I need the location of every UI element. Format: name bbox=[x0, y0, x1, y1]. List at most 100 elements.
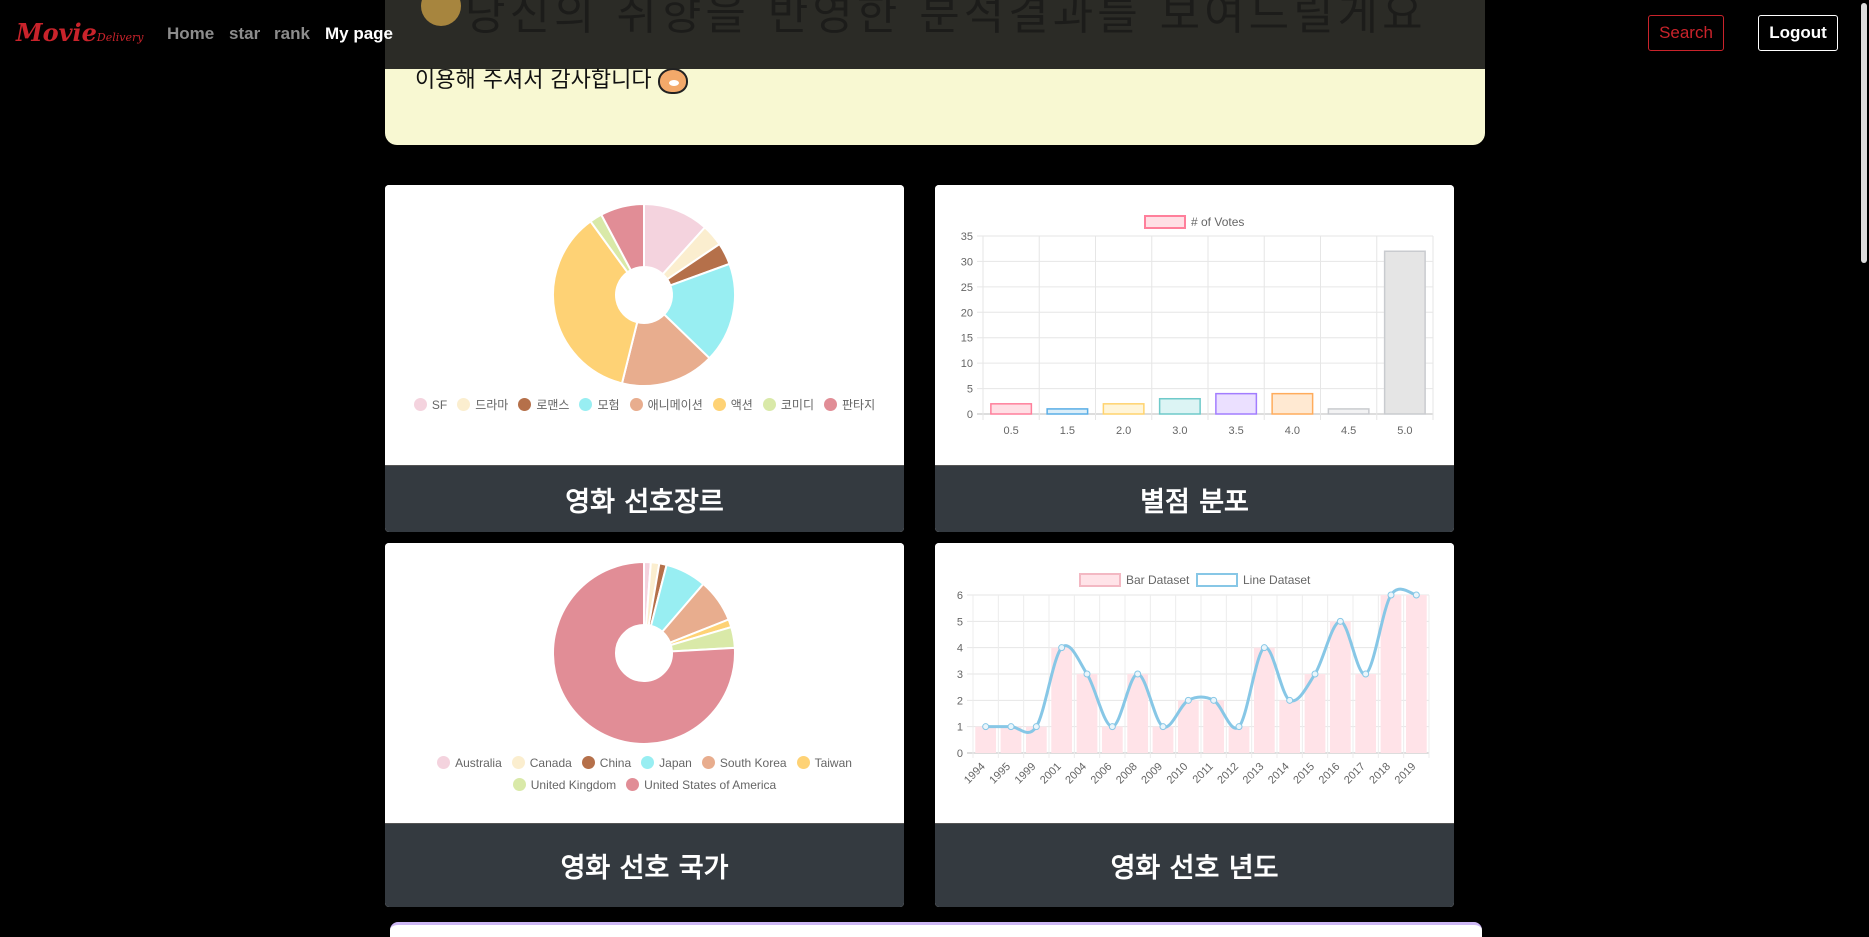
x-tick-label: 2015 bbox=[1291, 761, 1317, 787]
y-tick-label: 25 bbox=[961, 282, 973, 294]
legend-swatch bbox=[512, 778, 526, 791]
page-scrollbar[interactable] bbox=[1860, 0, 1869, 928]
country-legend-item[interactable]: Australia bbox=[437, 752, 502, 774]
year-bar bbox=[1279, 700, 1301, 753]
x-tick-label: 5.0 bbox=[1397, 425, 1412, 437]
year-line-point bbox=[1108, 723, 1116, 731]
genre-card-footer: 영화 선호장르 bbox=[385, 465, 904, 532]
rating-bar bbox=[1327, 408, 1370, 415]
x-tick-label: 1999 bbox=[1013, 761, 1039, 787]
y-tick-label: 35 bbox=[961, 231, 973, 243]
banner-header-strip bbox=[385, 0, 1485, 69]
genre-legend-item[interactable]: 코미디 bbox=[762, 394, 814, 416]
brand-sub: Delivery bbox=[96, 31, 144, 44]
genre-legend-item[interactable]: 액션 bbox=[712, 394, 753, 416]
country-legend-item[interactable]: Taiwan bbox=[796, 752, 852, 774]
legend-swatch bbox=[579, 398, 593, 411]
year-line-point bbox=[1362, 670, 1370, 678]
legend-swatch bbox=[641, 756, 655, 769]
country-legend-item[interactable]: China bbox=[581, 752, 631, 774]
genre-legend-item[interactable]: 로맨스 bbox=[518, 394, 569, 416]
x-tick-label: 0.5 bbox=[1003, 425, 1018, 437]
year-legend-bar-swatch bbox=[1079, 573, 1121, 587]
year-line-point bbox=[1412, 591, 1420, 599]
nav-link-home[interactable]: Home bbox=[167, 24, 215, 43]
year-bar bbox=[1000, 726, 1022, 753]
navbar: MovieDelivery Home star rank My page Sea… bbox=[0, 0, 1869, 70]
rating-chart-area: # of Votes 0 5 10 15 20 25 30 35 0.5 1.5 2.0 3.0 3.5 4… bbox=[935, 185, 1454, 465]
year-bar bbox=[1253, 647, 1275, 753]
year-line-point bbox=[1286, 696, 1294, 704]
genre-legend-item[interactable]: 드라마 bbox=[457, 394, 508, 416]
x-tick-label: 1.5 bbox=[1060, 425, 1075, 437]
nav-link-rank[interactable]: rank bbox=[274, 24, 310, 43]
country-legend-item[interactable]: Japan bbox=[641, 752, 692, 774]
x-tick-label: 2004 bbox=[1063, 761, 1089, 787]
genre-legend-item[interactable]: SF bbox=[413, 394, 448, 416]
search-button[interactable]: Search bbox=[1648, 15, 1724, 51]
genre-legend-item[interactable]: 판타지 bbox=[823, 394, 876, 416]
x-tick-label: 2008 bbox=[1114, 761, 1140, 787]
legend-label: 애니메이션 bbox=[647, 398, 703, 412]
year-bar bbox=[1329, 621, 1351, 753]
legend-label: South Korea bbox=[719, 756, 787, 770]
rating-bar bbox=[1383, 250, 1426, 415]
logout-button[interactable]: Logout bbox=[1758, 15, 1838, 51]
legend-swatch bbox=[437, 756, 451, 769]
rating-bar bbox=[1215, 392, 1258, 415]
legend-swatch bbox=[796, 756, 810, 769]
y-tick-label: 2 bbox=[957, 695, 963, 707]
x-tick-label: 2010 bbox=[1165, 761, 1191, 787]
x-tick-label: 2019 bbox=[1393, 761, 1419, 787]
year-line-point bbox=[1184, 696, 1192, 704]
year-line-point bbox=[1387, 591, 1395, 599]
genre-legend-item[interactable]: 애니메이션 bbox=[629, 394, 703, 416]
year-bar bbox=[1076, 674, 1098, 753]
country-legend-item[interactable]: Canada bbox=[511, 752, 572, 774]
y-tick-label: 1 bbox=[957, 722, 963, 734]
legend-label: Australia bbox=[455, 756, 502, 770]
x-tick-label: 3.5 bbox=[1228, 425, 1243, 437]
x-tick-label: 2013 bbox=[1241, 761, 1267, 787]
y-tick-label: 10 bbox=[961, 358, 973, 370]
year-line-point bbox=[1210, 696, 1218, 704]
nav-link-my-page[interactable]: My page bbox=[325, 24, 394, 43]
legend-label: 판타지 bbox=[841, 398, 876, 412]
year-card-footer: 영화 선호 년도 bbox=[935, 823, 1454, 907]
genre-slice bbox=[599, 202, 645, 272]
year-legend-line-label: Line Dataset bbox=[1243, 573, 1311, 587]
x-tick-label: 2006 bbox=[1089, 761, 1115, 787]
x-tick-label: 2017 bbox=[1342, 761, 1368, 787]
y-tick-label: 0 bbox=[967, 409, 973, 421]
genre-slice bbox=[662, 262, 736, 360]
legend-label: 액션 bbox=[730, 398, 753, 412]
y-tick-label: 30 bbox=[961, 256, 973, 268]
legend-label: Taiwan bbox=[814, 756, 852, 770]
year-bar bbox=[1380, 595, 1402, 753]
country-legend-item[interactable]: United Kingdom bbox=[512, 774, 616, 796]
brand-logo[interactable]: MovieDelivery bbox=[16, 18, 143, 47]
next-section-edge bbox=[390, 922, 1482, 937]
rating-bar bbox=[1102, 403, 1145, 415]
legend-label: SF bbox=[431, 398, 448, 412]
genre-chart-area: SF 드라마 로맨스 모험 애니메이션 액션 코미디 판타지 bbox=[385, 185, 904, 465]
genre-legend: SF 드라마 로맨스 모험 애니메이션 액션 코미디 판타지 bbox=[405, 394, 884, 416]
rating-legend-label: # of Votes bbox=[1191, 215, 1244, 229]
genre-legend-item[interactable]: 모험 bbox=[579, 394, 620, 416]
y-tick-label: 5 bbox=[967, 384, 973, 396]
year-line-point bbox=[1235, 723, 1243, 731]
rating-card-footer: 별점 분포 bbox=[935, 465, 1454, 532]
year-bar bbox=[1228, 726, 1250, 753]
country-legend: Australia Canada China Japan South Korea Taiw… bbox=[405, 752, 884, 796]
year-bar bbox=[1101, 726, 1123, 753]
card-rating: # of Votes 0 5 10 15 20 25 30 35 0.5 1.5 2.0 3.0 3.5 4… bbox=[935, 185, 1454, 532]
x-tick-label: 2012 bbox=[1215, 761, 1241, 787]
year-bar bbox=[1152, 726, 1174, 753]
legend-swatch bbox=[626, 778, 640, 791]
country-legend-item[interactable]: United States of America bbox=[626, 774, 776, 796]
scrollbar-thumb[interactable] bbox=[1861, 3, 1867, 263]
country-legend-item[interactable]: South Korea bbox=[701, 752, 787, 774]
nav-link-star[interactable]: star bbox=[229, 24, 261, 43]
country-card-footer: 영화 선호 국가 bbox=[385, 823, 904, 907]
x-tick-label: 1995 bbox=[987, 761, 1013, 787]
